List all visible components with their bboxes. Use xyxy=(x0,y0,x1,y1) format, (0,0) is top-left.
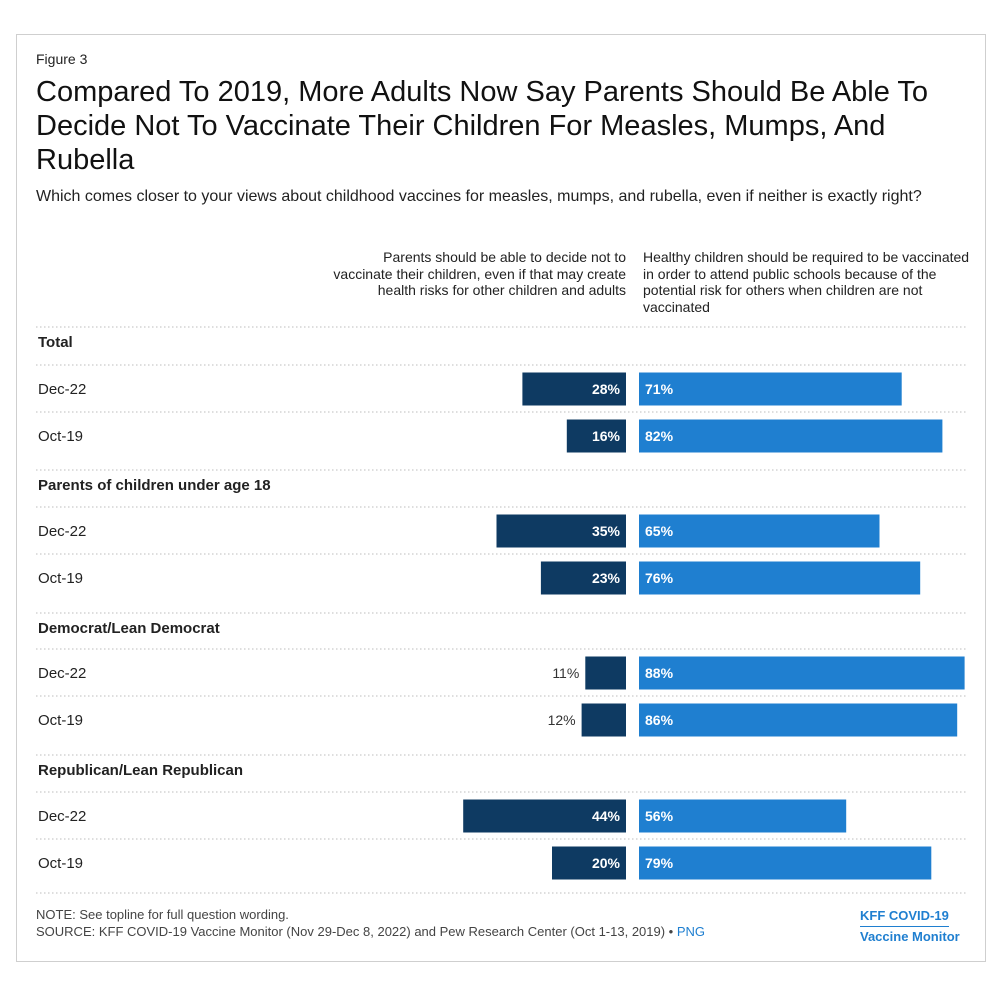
group-label: Democrat/Lean Democrat xyxy=(38,620,220,637)
bar-required-vaccination xyxy=(639,656,965,690)
bar-parents-decide xyxy=(496,514,626,548)
bar-required-vaccination xyxy=(639,846,932,880)
bar-parents-decide xyxy=(566,419,626,453)
bar-required-vaccination xyxy=(639,419,943,453)
source-line: SOURCE: KFF COVID-19 Vaccine Monitor (No… xyxy=(36,923,705,940)
chart-title: Compared To 2019, More Adults Now Say Pa… xyxy=(36,76,929,176)
brand-line-1: KFF COVID-19 xyxy=(860,906,949,927)
data-label-required-vaccination: 71% xyxy=(645,381,674,397)
data-label-parents-decide: 12% xyxy=(548,712,576,728)
data-label-required-vaccination: 86% xyxy=(645,712,674,728)
data-label-required-vaccination: 79% xyxy=(645,855,674,871)
brand-line-2: Vaccine Monitor xyxy=(860,929,960,944)
bar-parents-decide xyxy=(585,656,626,690)
row-label: Oct-19 xyxy=(38,570,83,587)
bar-required-vaccination xyxy=(639,514,880,548)
bar-parents-decide xyxy=(552,846,626,880)
data-label-parents-decide: 11% xyxy=(552,665,579,681)
group-label: Parents of children under age 18 xyxy=(38,477,271,494)
bar-parents-decide xyxy=(540,561,626,595)
data-label-parents-decide: 16% xyxy=(592,428,621,444)
row-label: Dec-22 xyxy=(38,665,86,682)
row-label: Dec-22 xyxy=(38,381,86,398)
group-label: Republican/Lean Republican xyxy=(38,762,243,779)
row-label: Oct-19 xyxy=(38,428,83,445)
chart-footer: NOTE: See topline for full question word… xyxy=(36,906,705,940)
row-label: Oct-19 xyxy=(38,855,83,872)
source-text: SOURCE: KFF COVID-19 Vaccine Monitor (No… xyxy=(36,924,674,939)
chart-subtitle: Which comes closer to your views about c… xyxy=(36,188,922,205)
data-label-parents-decide: 23% xyxy=(592,570,621,586)
legend-series-required-vaccination: Healthy children should be required to b… xyxy=(643,249,970,315)
group-label: Total xyxy=(38,334,73,351)
figure-label: Figure 3 xyxy=(36,51,88,67)
bar-required-vaccination xyxy=(639,561,921,595)
data-label-required-vaccination: 56% xyxy=(645,808,674,824)
data-label-required-vaccination: 65% xyxy=(645,523,674,539)
bar-required-vaccination xyxy=(639,799,847,833)
data-label-required-vaccination: 88% xyxy=(645,665,674,681)
note-text: NOTE: See topline for full question word… xyxy=(36,907,289,922)
bar-parents-decide xyxy=(581,703,626,737)
legend-series-parents-decide: Parents should be able to decide not to … xyxy=(333,249,626,298)
row-label: Dec-22 xyxy=(38,523,86,540)
row-label: Dec-22 xyxy=(38,808,86,825)
png-link[interactable]: PNG xyxy=(676,924,706,939)
row-label: Oct-19 xyxy=(38,712,83,729)
bar-required-vaccination xyxy=(639,703,958,737)
bar-parents-decide xyxy=(463,799,626,833)
bar-required-vaccination xyxy=(639,372,902,406)
data-label-parents-decide: 28% xyxy=(592,381,621,397)
data-label-parents-decide: 44% xyxy=(592,808,621,824)
figure-frame xyxy=(16,34,986,962)
data-label-required-vaccination: 76% xyxy=(645,570,674,586)
bar-parents-decide xyxy=(522,372,626,406)
kff-brand-logo[interactable]: KFF COVID-19 Vaccine Monitor xyxy=(860,906,960,946)
data-label-required-vaccination: 82% xyxy=(645,428,674,444)
data-label-parents-decide: 35% xyxy=(592,523,621,539)
data-label-parents-decide: 20% xyxy=(592,855,621,871)
